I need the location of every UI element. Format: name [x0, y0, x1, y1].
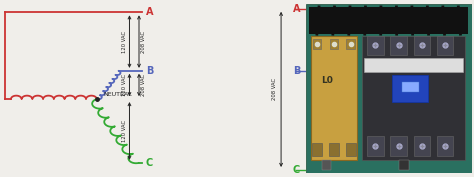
Bar	[311, 36, 357, 160]
Text: B: B	[292, 66, 300, 76]
Text: 208 VAC: 208 VAC	[141, 30, 146, 53]
Bar	[392, 75, 428, 102]
Bar	[367, 36, 383, 55]
Bar	[309, 7, 468, 34]
Bar	[330, 39, 338, 49]
Bar	[413, 136, 430, 156]
Bar	[346, 143, 356, 156]
Bar	[399, 160, 409, 170]
Text: L0: L0	[321, 76, 333, 84]
Bar	[346, 39, 355, 49]
Text: 120 VAC: 120 VAC	[122, 120, 127, 142]
Text: A: A	[292, 4, 300, 14]
Text: 208 VAC: 208 VAC	[272, 78, 277, 99]
Bar	[390, 36, 407, 55]
Bar	[313, 39, 321, 49]
Bar	[437, 136, 453, 156]
Text: 120 VAC: 120 VAC	[122, 74, 127, 96]
Text: C: C	[293, 165, 300, 175]
Text: A: A	[146, 7, 153, 17]
Bar	[364, 58, 463, 72]
Bar	[367, 136, 383, 156]
Bar	[390, 136, 407, 156]
Bar	[402, 82, 419, 92]
Text: B: B	[146, 66, 153, 76]
Bar	[413, 36, 430, 55]
Bar	[312, 143, 322, 156]
Text: 208 VAC: 208 VAC	[141, 74, 146, 96]
Bar	[329, 143, 339, 156]
Text: NEUTRAL: NEUTRAL	[103, 92, 132, 97]
Text: C: C	[146, 158, 153, 168]
Bar	[362, 36, 465, 160]
Bar	[322, 160, 331, 170]
Bar	[437, 36, 453, 55]
Text: 120 VAC: 120 VAC	[122, 30, 127, 53]
